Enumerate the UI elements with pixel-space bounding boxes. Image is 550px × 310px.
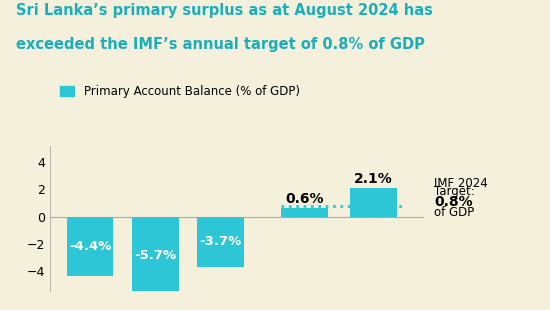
Text: 2.1%: 2.1%: [354, 172, 393, 186]
Text: Target:: Target:: [434, 185, 475, 198]
Text: 0.8%: 0.8%: [434, 195, 473, 209]
Text: -4.4%: -4.4%: [69, 240, 111, 253]
Text: IMF 2024: IMF 2024: [434, 177, 488, 190]
Bar: [282, 208, 328, 216]
Text: -5.7%: -5.7%: [134, 249, 176, 262]
Text: exceeded the IMF’s annual target of 0.8% of GDP: exceeded the IMF’s annual target of 0.8%…: [16, 37, 425, 52]
Bar: [350, 188, 397, 216]
Text: Sri Lanka’s primary surplus as at August 2024 has: Sri Lanka’s primary surplus as at August…: [16, 3, 433, 18]
Text: -3.7%: -3.7%: [199, 235, 241, 248]
Bar: [197, 216, 244, 267]
Bar: [131, 216, 179, 294]
Text: 0.6%: 0.6%: [285, 192, 324, 206]
Text: of GDP: of GDP: [434, 206, 475, 219]
Bar: [67, 216, 113, 277]
Legend: Primary Account Balance (% of GDP): Primary Account Balance (% of GDP): [56, 80, 305, 103]
